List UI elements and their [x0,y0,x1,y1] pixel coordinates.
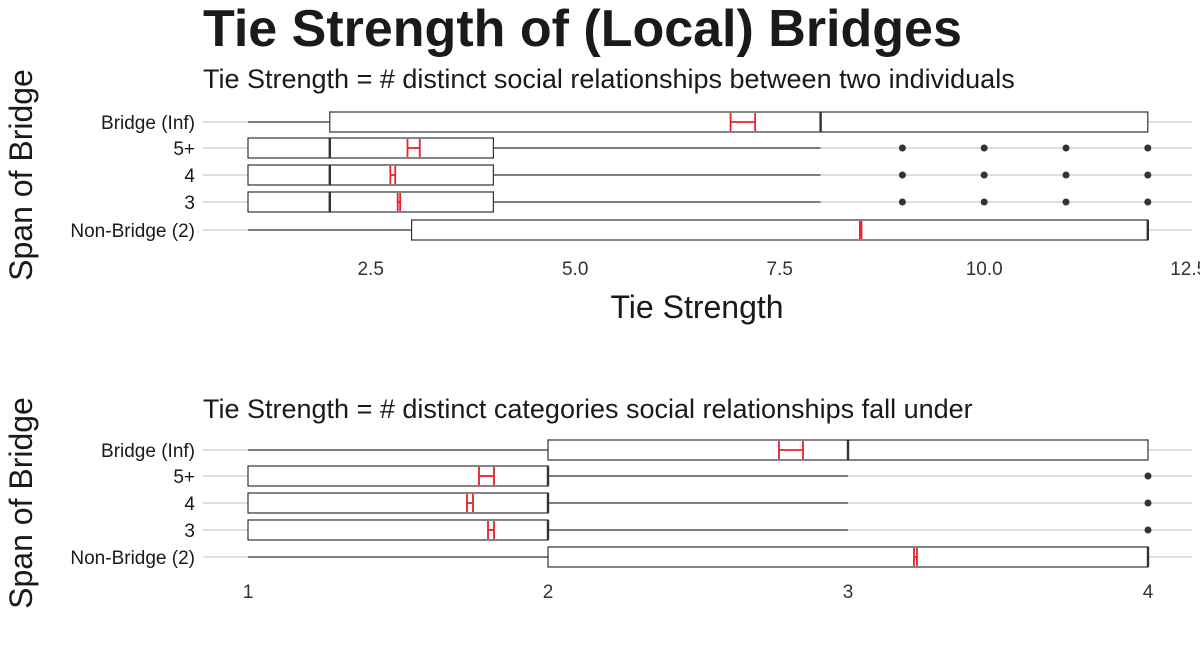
panel-subtitle: Tie Strength = # distinct social relatio… [203,64,1015,94]
x-tick-label: 7.5 [766,259,792,280]
x-tick-label: 10.0 [966,259,1003,280]
x-tick-label: 3 [843,582,854,603]
x-tick-label: 12.5 [1170,259,1200,280]
y-axis-title: Span of Bridge [3,397,39,609]
box [247,191,494,213]
category-label: Non-Bridge (2) [70,548,195,569]
boxplot-2 [247,492,1152,514]
outlier-point [980,198,988,206]
chart-title: Tie Strength of (Local) Bridges [203,0,962,58]
outlier-point [898,144,906,152]
y-axis-title: Span of Bridge [3,69,39,281]
category-label: 3 [184,521,195,542]
category-label: 5+ [173,467,195,488]
x-tick-label: 2.5 [357,259,383,280]
category-label: 4 [184,494,195,515]
x-tick-label: 1 [243,582,254,603]
x-tick-label: 4 [1143,582,1154,603]
box [411,219,1149,241]
category-label: 3 [184,193,195,214]
box [247,137,494,159]
outlier-point [898,171,906,179]
boxplot-3 [247,191,1152,213]
outlier-point [1062,171,1070,179]
category-label: Bridge (Inf) [101,441,195,462]
box [247,164,494,186]
category-label: 4 [184,166,195,187]
outlier-point [898,198,906,206]
box [247,465,549,487]
box [547,546,1149,568]
outlier-point [1144,171,1152,179]
boxplot-0 [248,111,1149,133]
boxplot-1 [247,465,1152,487]
outlier-point [1144,198,1152,206]
boxplot-0 [248,439,1149,461]
boxplot-2 [247,164,1152,186]
panel-top: Tie Strength = # distinct social relatio… [3,64,1200,325]
boxplot-1 [247,137,1152,159]
boxplot-3 [247,519,1152,541]
x-tick-label: 5.0 [562,259,588,280]
outlier-point [1144,144,1152,152]
outlier-point [1062,144,1070,152]
outlier-point [1144,526,1152,534]
x-axis-title: Tie Strength [610,289,783,325]
category-label: 5+ [173,139,195,160]
panel-subtitle: Tie Strength = # distinct categories soc… [203,394,973,424]
category-label: Bridge (Inf) [101,113,195,134]
box [247,519,549,541]
category-label: Non-Bridge (2) [70,221,195,242]
outlier-point [980,144,988,152]
outlier-point [980,171,988,179]
boxplot-4 [248,219,1150,241]
outlier-point [1062,198,1070,206]
box [247,492,549,514]
panel-bottom: Tie Strength = # distinct categories soc… [3,394,1192,609]
x-tick-label: 2 [543,582,554,603]
outlier-point [1144,472,1152,480]
outlier-point [1144,499,1152,507]
boxplot-4 [248,546,1150,568]
